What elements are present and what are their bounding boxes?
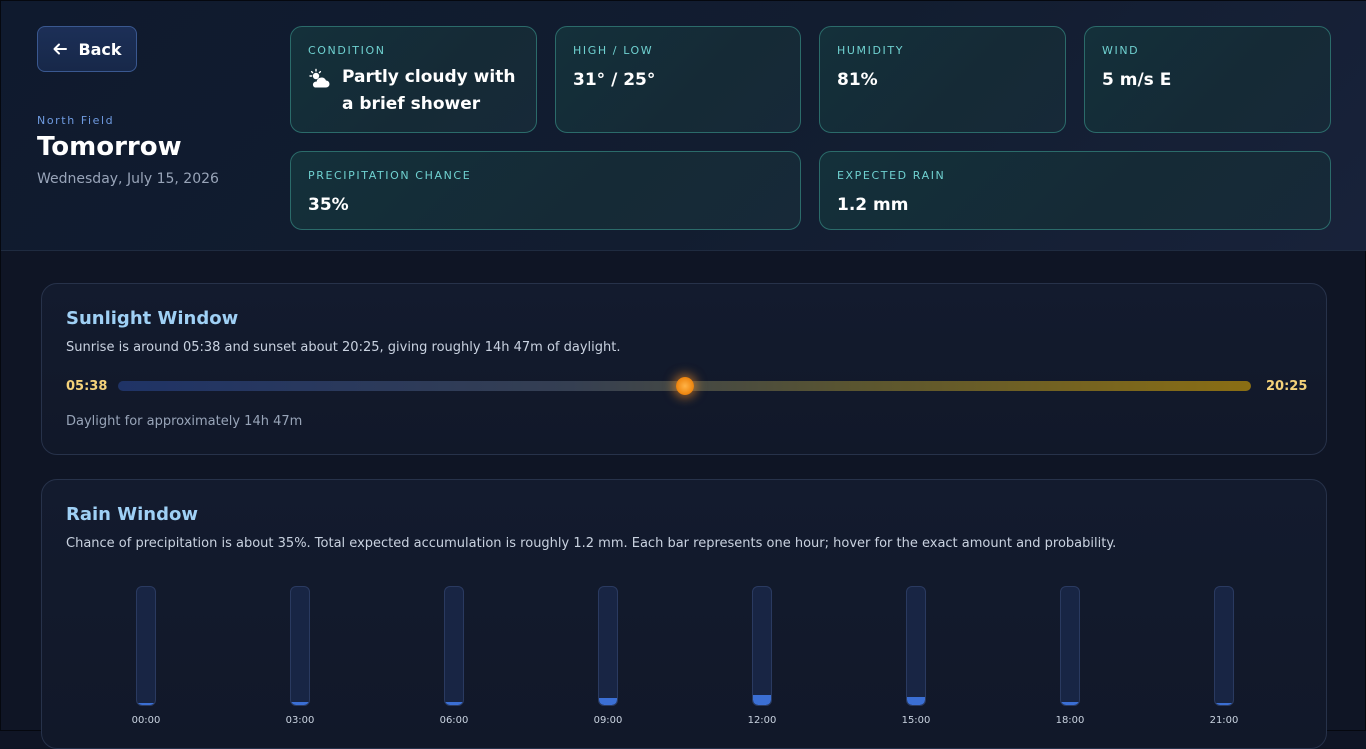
rain-bar-tick-label: 03:00 xyxy=(285,715,315,726)
rain-bar-tick-label: 06:00 xyxy=(439,715,469,726)
rain-bar-fill xyxy=(753,695,771,705)
condition-label: CONDITION xyxy=(308,44,386,57)
rain-bar-fill xyxy=(1215,703,1233,705)
rain-bar-track xyxy=(290,586,310,706)
rain-bar-track xyxy=(1060,586,1080,706)
rain-description: Chance of precipitation is about 35%. To… xyxy=(66,536,1117,551)
rain-bar-track xyxy=(906,586,926,706)
high-low-card: HIGH / LOW 31° / 25° xyxy=(555,26,801,133)
expected-rain-label: EXPECTED RAIN xyxy=(837,169,946,182)
rain-bar-tick-label: 09:00 xyxy=(593,715,623,726)
rain-bar-tick-label: 12:00 xyxy=(747,715,777,726)
rain-bar-track xyxy=(136,586,156,706)
high-low-label: HIGH / LOW xyxy=(573,44,654,57)
wind-value: 5 m/s E xyxy=(1102,70,1172,90)
rain-bar-tick-label: 21:00 xyxy=(1209,715,1239,726)
sunset-time: 20:25 xyxy=(1266,379,1308,394)
rain-bar-tick-label: 00:00 xyxy=(131,715,161,726)
sun-position-marker[interactable] xyxy=(675,377,694,395)
rain-bar-tick-label: 15:00 xyxy=(901,715,931,726)
daylight-note: Daylight for approximately 14h 47m xyxy=(66,414,303,429)
rain-bar-fill xyxy=(291,702,309,705)
rain-title: Rain Window xyxy=(66,504,198,525)
location-label: North Field xyxy=(37,114,115,127)
arrow-left-icon xyxy=(53,43,68,55)
sunlight-title: Sunlight Window xyxy=(66,308,239,329)
rain-bar-fill xyxy=(599,698,617,705)
humidity-card: HUMIDITY 81% xyxy=(819,26,1066,133)
expected-rain-card: EXPECTED RAIN 1.2 mm xyxy=(819,151,1331,230)
rain-bar-fill xyxy=(1061,702,1079,705)
forecast-header: Back North Field Tomorrow Wednesday, Jul… xyxy=(1,1,1366,251)
rain-bar-fill xyxy=(907,697,925,705)
wind-label: WIND xyxy=(1102,44,1140,57)
rain-bar-tick-label: 18:00 xyxy=(1055,715,1085,726)
rain-bar-fill xyxy=(137,703,155,705)
partly-cloudy-shower-icon xyxy=(309,68,330,88)
back-button[interactable]: Back xyxy=(37,26,137,72)
condition-card: CONDITION Partly cloudy with a brief sho… xyxy=(290,26,537,133)
rain-bar-track xyxy=(598,586,618,706)
rain-bar-track xyxy=(1214,586,1234,706)
rain-bar-track xyxy=(444,586,464,706)
page-title: Tomorrow xyxy=(37,132,182,162)
wind-card: WIND 5 m/s E xyxy=(1084,26,1331,133)
rain-bar-track xyxy=(752,586,772,706)
precipitation-chance-value: 35% xyxy=(308,195,349,215)
condition-value: Partly cloudy with a brief shower xyxy=(342,67,516,114)
date-label: Wednesday, July 15, 2026 xyxy=(37,171,219,187)
rain-bar-fill xyxy=(445,702,463,705)
sunlight-description: Sunrise is around 05:38 and sunset about… xyxy=(66,340,621,355)
sunrise-time: 05:38 xyxy=(66,379,108,394)
humidity-label: HUMIDITY xyxy=(837,44,905,57)
back-button-label: Back xyxy=(78,39,122,59)
high-low-value: 31° / 25° xyxy=(573,70,656,90)
rain-bar-chart: 00:00 03:00 06:00 09:00 12:00 15:00 18:00 21:00 xyxy=(42,586,1328,736)
expected-rain-value: 1.2 mm xyxy=(837,195,909,215)
precipitation-chance-card: PRECIPITATION CHANCE 35% xyxy=(290,151,801,230)
precipitation-chance-label: PRECIPITATION CHANCE xyxy=(308,169,472,182)
rain-panel: Rain Window Chance of precipitation is a… xyxy=(41,479,1327,749)
sunlight-panel: Sunlight Window Sunrise is around 05:38 … xyxy=(41,283,1327,455)
humidity-value: 81% xyxy=(837,70,878,90)
